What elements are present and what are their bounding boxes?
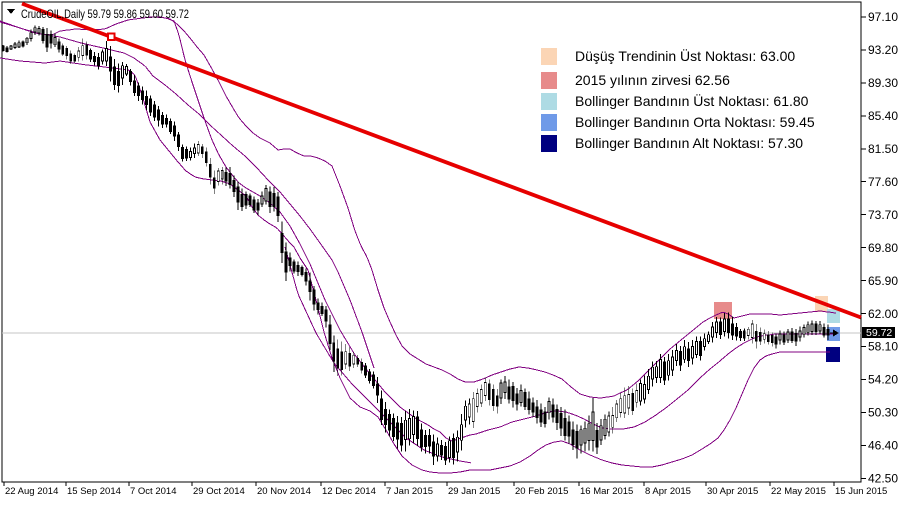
svg-text:Bollinger Bandının Üst Noktası: Bollinger Bandının Üst Noktası: 61.80 [575, 92, 809, 109]
svg-text:97.10: 97.10 [868, 10, 898, 24]
svg-text:58.10: 58.10 [868, 340, 898, 354]
svg-text:15 Sep 2014: 15 Sep 2014 [67, 486, 121, 497]
svg-text:46.40: 46.40 [868, 439, 898, 453]
svg-text:29 Oct 2014: 29 Oct 2014 [193, 486, 245, 497]
svg-text:16 Mar 2015: 16 Mar 2015 [580, 486, 633, 497]
svg-text:29 Jan 2015: 29 Jan 2015 [448, 486, 500, 497]
svg-text:Düşüş Trendinin Üst Noktası: 6: Düşüş Trendinin Üst Noktası: 63.00 [575, 47, 795, 64]
svg-text:Bollinger Bandının Alt Noktası: Bollinger Bandının Alt Noktası: 57.30 [575, 135, 803, 151]
svg-text:30 Apr 2015: 30 Apr 2015 [707, 486, 758, 497]
svg-text:73.70: 73.70 [868, 208, 898, 222]
svg-text:65.90: 65.90 [868, 274, 898, 288]
svg-text:20 Feb 2015: 20 Feb 2015 [515, 486, 568, 497]
svg-text:CrudeOIL,Daily 59.79 59.86 59: CrudeOIL,Daily 59.79 59.86 59.60 59.72 [21, 7, 189, 21]
svg-text:7 Oct 2014: 7 Oct 2014 [130, 486, 176, 497]
svg-text:22 May 2015: 22 May 2015 [771, 486, 826, 497]
svg-text:81.50: 81.50 [868, 142, 898, 156]
svg-text:2015 yılının zirvesi 62.56: 2015 yılının zirvesi 62.56 [575, 72, 730, 88]
svg-text:62.00: 62.00 [868, 307, 898, 321]
svg-text:Bollinger Bandının Orta Noktas: Bollinger Bandının Orta Noktası: 59.45 [575, 114, 815, 130]
svg-text:7 Jan 2015: 7 Jan 2015 [386, 486, 433, 497]
svg-text:77.60: 77.60 [868, 175, 898, 189]
svg-text:54.20: 54.20 [868, 373, 898, 387]
svg-text:15 Jun 2015: 15 Jun 2015 [835, 486, 887, 497]
svg-text:22 Aug 2014: 22 Aug 2014 [5, 486, 58, 497]
svg-text:42.50: 42.50 [868, 472, 898, 486]
svg-text:89.30: 89.30 [868, 76, 898, 90]
svg-text:93.20: 93.20 [868, 43, 898, 57]
svg-text:85.40: 85.40 [868, 109, 898, 123]
svg-text:69.80: 69.80 [868, 241, 898, 255]
svg-text:59.72: 59.72 [866, 327, 892, 339]
svg-text:50.30: 50.30 [868, 406, 898, 420]
svg-text:12 Dec 2014: 12 Dec 2014 [322, 486, 376, 497]
svg-text:20 Nov 2014: 20 Nov 2014 [257, 486, 311, 497]
svg-text:8 Apr 2015: 8 Apr 2015 [645, 486, 691, 497]
